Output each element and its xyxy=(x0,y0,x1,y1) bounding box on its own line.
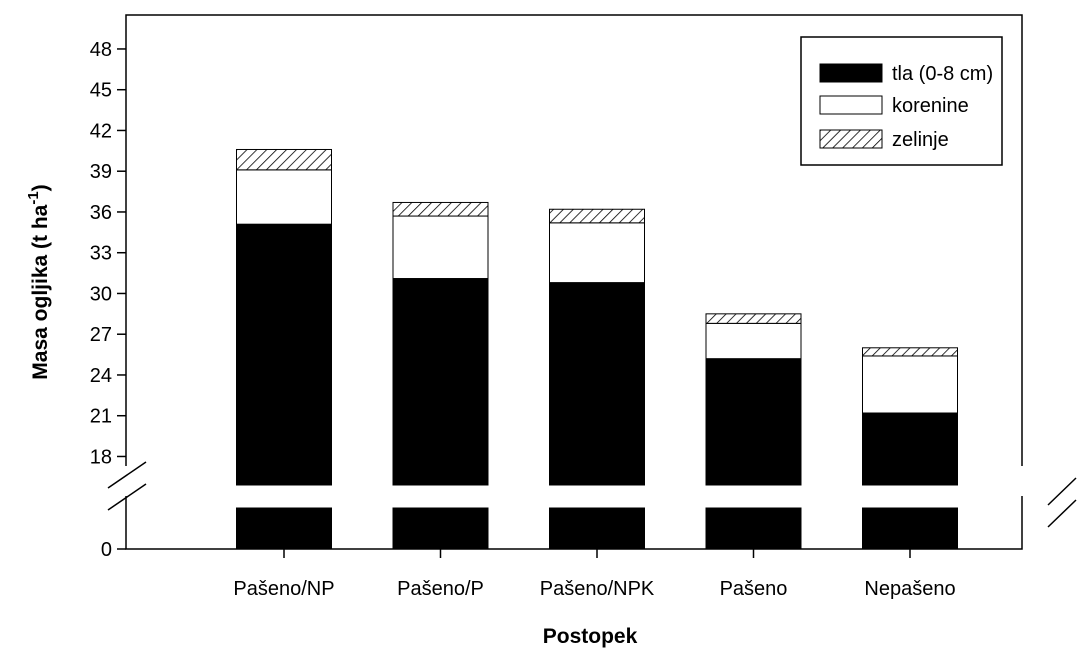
y-tick-label: 48 xyxy=(90,39,112,61)
y-tick-label: 45 xyxy=(90,80,112,102)
y-tick-label: 30 xyxy=(90,283,112,305)
x-tick-label: Pašeno xyxy=(720,578,788,600)
bar-segment-zelinje xyxy=(862,347,958,357)
bar-segment-tla xyxy=(549,282,645,486)
legend: tla (0-8 cm) korenine zelinje xyxy=(800,36,1003,166)
bars xyxy=(236,148,958,550)
x-tick-label: Nepašeno xyxy=(864,578,955,600)
y-tick-label: 36 xyxy=(90,202,112,224)
bar-segment-zelinje xyxy=(392,201,489,217)
y-axis-title: Masa ogljika (t ha-1) xyxy=(25,184,52,379)
y-tick-label: 0 xyxy=(101,539,112,561)
bar-segment-zelinje xyxy=(236,148,332,171)
y-tick-label: 21 xyxy=(90,406,112,428)
axis-break-mark xyxy=(107,461,147,489)
bar-segment-zelinje xyxy=(549,208,645,224)
y-tick-label: 33 xyxy=(90,243,112,265)
legend-swatch-tla xyxy=(819,63,883,83)
x-tick-label: Pašeno/NP xyxy=(233,578,334,600)
legend-swatch-korenine xyxy=(819,95,883,115)
y-tick-label: 27 xyxy=(90,324,112,346)
axis-break-mark xyxy=(107,483,147,511)
bar-segment-tla-lower xyxy=(862,507,958,550)
legend-label-zelinje: zelinje xyxy=(892,129,949,151)
x-tick-label: Pašeno/P xyxy=(397,578,484,600)
bar-segment-tla-lower xyxy=(705,507,802,550)
axis-break-gap-left xyxy=(116,466,136,496)
axis-break-gap-right xyxy=(1012,466,1032,496)
bar-segment-zelinje xyxy=(705,313,802,324)
y-axis-title-main: Masa ogljika (t ha xyxy=(29,204,52,379)
legend-label-korenine: korenine xyxy=(892,95,969,117)
legend-swatch-zelinje xyxy=(819,129,883,149)
y-tick-label: 18 xyxy=(90,446,112,468)
axis-break-mark xyxy=(1047,499,1077,528)
y-tick-label: 42 xyxy=(90,120,112,142)
legend-label-tla: tla (0-8 cm) xyxy=(892,63,993,85)
bar-segment-korenine xyxy=(392,215,489,280)
y-axis-title-superscript: -1 xyxy=(25,191,42,204)
y-axis-ticks: 18 21 24 27 30 33 36 39 42 45 48 0 xyxy=(90,39,126,561)
bar-segment-tla xyxy=(236,223,332,486)
bar-segment-tla xyxy=(392,278,489,486)
bar-segment-tla-lower xyxy=(392,507,489,550)
bar-segment-tla xyxy=(862,412,958,486)
bar-segment-tla xyxy=(705,358,802,486)
bar-segment-tla-lower xyxy=(236,507,332,550)
x-axis-tick-labels: Pašeno/NP Pašeno/P Pašeno/NPK Pašeno Nepašen… xyxy=(233,549,956,600)
x-axis-title: Postopek xyxy=(543,625,638,648)
bar-segment-korenine xyxy=(862,355,958,414)
bar-segment-korenine xyxy=(236,169,332,225)
bar-segment-tla-lower xyxy=(549,507,645,550)
x-tick-label: Pašeno/NPK xyxy=(540,578,655,600)
bar-segment-korenine xyxy=(549,222,645,284)
y-tick-label: 24 xyxy=(90,365,112,387)
bar-segment-korenine xyxy=(705,322,802,360)
y-axis-title-suffix: ) xyxy=(29,184,52,191)
axis-break-mark xyxy=(1047,477,1077,506)
y-tick-label: 39 xyxy=(90,161,112,183)
